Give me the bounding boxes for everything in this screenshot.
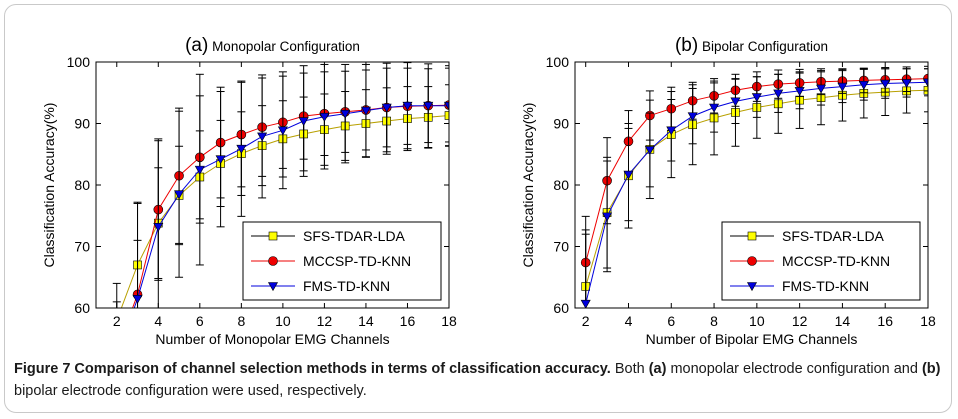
panel-0-series-2-point: [257, 132, 268, 142]
panel-1-series-2-point: [901, 79, 912, 89]
panel-1-legend-label-1: MCCSP-TD-KNN: [782, 253, 890, 269]
caption-text-2: monopolar electrode configuration and: [666, 361, 922, 377]
panel-0-y-tick-label: 80: [74, 177, 90, 193]
panel-1-y-axis-label: Classification Accuracy(%): [520, 103, 536, 268]
panel-1-series-2-point: [580, 299, 591, 308]
panel-1-x-tick-label: 4: [625, 313, 633, 329]
panel-1-series-0-point: [923, 85, 928, 95]
panel-0-series-2-point: [402, 101, 413, 111]
panel-1-title: (b) Bipolar Configuration: [675, 35, 828, 56]
panel-1-y-tick-label: 70: [553, 239, 569, 255]
panel-1-series-2-point: [602, 212, 613, 222]
panel-0-series-2-point: [215, 155, 226, 165]
panel-0-y-tick-label: 90: [74, 116, 90, 132]
panel-1-x-tick-label: 2: [582, 313, 590, 329]
panel-0-title: (a) Monopolar Configuration: [185, 35, 360, 56]
panel-0-x-tick-label: 10: [275, 313, 291, 329]
panel-0-legend-marker-0: [268, 231, 278, 241]
panel-1-series-2-point: [730, 97, 741, 107]
panel-0-series-2-point: [174, 190, 185, 200]
panel-0-legend-label-0: SFS-TDAR-LDA: [303, 228, 406, 244]
panel-1-series-2-point: [773, 89, 784, 99]
panel-0-legend-label-2: FMS-TD-KNN: [303, 278, 390, 294]
panel-0-series-1-point: [112, 347, 121, 356]
panel-0-x-tick-label: 6: [196, 313, 204, 329]
panel-1-x-tick-label: 6: [667, 313, 675, 329]
panel-1-series-2-point: [644, 146, 655, 156]
panel-0-legend-marker-1: [268, 256, 278, 266]
panel-0-x-tick-label: 8: [237, 313, 245, 329]
panel-1-series-2-point: [751, 93, 762, 103]
panel-0-y-tick-label: 100: [67, 54, 91, 70]
panel-1-x-tick-label: 14: [835, 313, 851, 329]
panel-1-x-tick-label: 16: [877, 313, 893, 329]
panel-1-y-tick-label: 80: [553, 177, 569, 193]
panel-0-series-0-point: [444, 111, 449, 120]
panel-0-axes-frame: [95, 61, 450, 309]
panel-0-series-2-point: [423, 101, 434, 111]
panel-1-legend-marker-2: [746, 282, 758, 292]
panel-0-series-2-point: [132, 294, 143, 304]
caption-ref-b: (b): [921, 361, 941, 377]
panel-0-series-2-point: [319, 112, 330, 122]
panel-0-series-2-point: [443, 101, 449, 111]
panel-1-y-tick-label: 90: [553, 116, 569, 132]
caption-text-3: bipolar electrode configuration were use…: [14, 383, 367, 399]
panel-0-x-tick-label: 4: [154, 313, 162, 329]
panel-0-series-2-point: [298, 117, 309, 127]
panel-0-series-2-point: [381, 103, 392, 113]
panel-1-series-2-point: [687, 112, 698, 122]
panel-1-series-2-point: [623, 170, 634, 180]
panel-1-series-2-point: [816, 84, 827, 94]
panel-0-series-2-point: [277, 126, 288, 136]
panel-0-y-tick-label: 70: [74, 239, 90, 255]
panel-0-x-tick-label: 18: [441, 313, 457, 329]
panel-1-x-tick-label: 12: [792, 313, 808, 329]
panel-1-legend-label-2: FMS-TD-KNN: [782, 278, 869, 294]
panel-1-x-tick-label: 8: [710, 313, 718, 329]
panel-0-x-tick-label: 2: [113, 313, 121, 329]
panel-0-series-2-point: [153, 223, 164, 232]
panel-0-legend-marker-2: [267, 282, 279, 292]
panel-1-series-2-point: [858, 80, 869, 90]
caption-ref-a: (a): [648, 361, 667, 377]
panel-0-series-2-point: [340, 109, 351, 119]
panel-1-series-2-point: [666, 126, 677, 136]
figure-caption: Figure 7 Comparison of channel selection…: [14, 358, 944, 402]
panel-1-y-tick-label: 100: [546, 54, 570, 70]
panel-1-x-tick-label: 18: [920, 313, 936, 329]
panel-0-series-2-point: [360, 106, 371, 116]
panel-1-series-2-point: [709, 103, 720, 113]
panel-1-legend-marker-1: [747, 256, 757, 266]
panel-1-series-2-point: [794, 87, 805, 97]
panel-1-legend-marker-0: [747, 231, 757, 241]
panel-1-legend-label-0: SFS-TDAR-LDA: [782, 228, 885, 244]
panel-0-y-tick-label: 60: [74, 300, 90, 316]
panel-1-x-axis-label: Number of Bipolar EMG Channels: [646, 331, 858, 347]
figure-plots: (a) Monopolar Configuration 60 70 80 90 100 2 4…: [41, 35, 936, 356]
panel-0-y-axis-label: Classification Accuracy(%): [41, 103, 57, 268]
panel-1-axes-frame: [574, 61, 929, 309]
panel-0-x-tick-label: 14: [358, 313, 374, 329]
panel-1-series-group: [580, 65, 928, 308]
caption-label: Figure 7 Comparison of channel selection…: [14, 361, 611, 377]
panel-1-y-tick-label: 60: [553, 300, 569, 316]
panel-1-series-2-point: [880, 79, 891, 89]
panel-1-series-2-point: [837, 82, 848, 92]
panel-0-series-group: [112, 62, 449, 356]
panel-0-series-2-point: [194, 165, 205, 175]
panel-0-x-axis-label: Number of Monopolar EMG Channels: [155, 331, 389, 347]
panel-1-series-2-point: [922, 78, 928, 88]
panel-1-x-tick-label: 10: [749, 313, 765, 329]
panel-0-legend-label-1: MCCSP-TD-KNN: [303, 253, 411, 269]
caption-text-1: Both: [610, 361, 649, 377]
panel-0-x-tick-label: 12: [317, 313, 333, 329]
panel-0-x-tick-label: 16: [400, 313, 416, 329]
panel-0-series-2-point: [236, 144, 247, 154]
